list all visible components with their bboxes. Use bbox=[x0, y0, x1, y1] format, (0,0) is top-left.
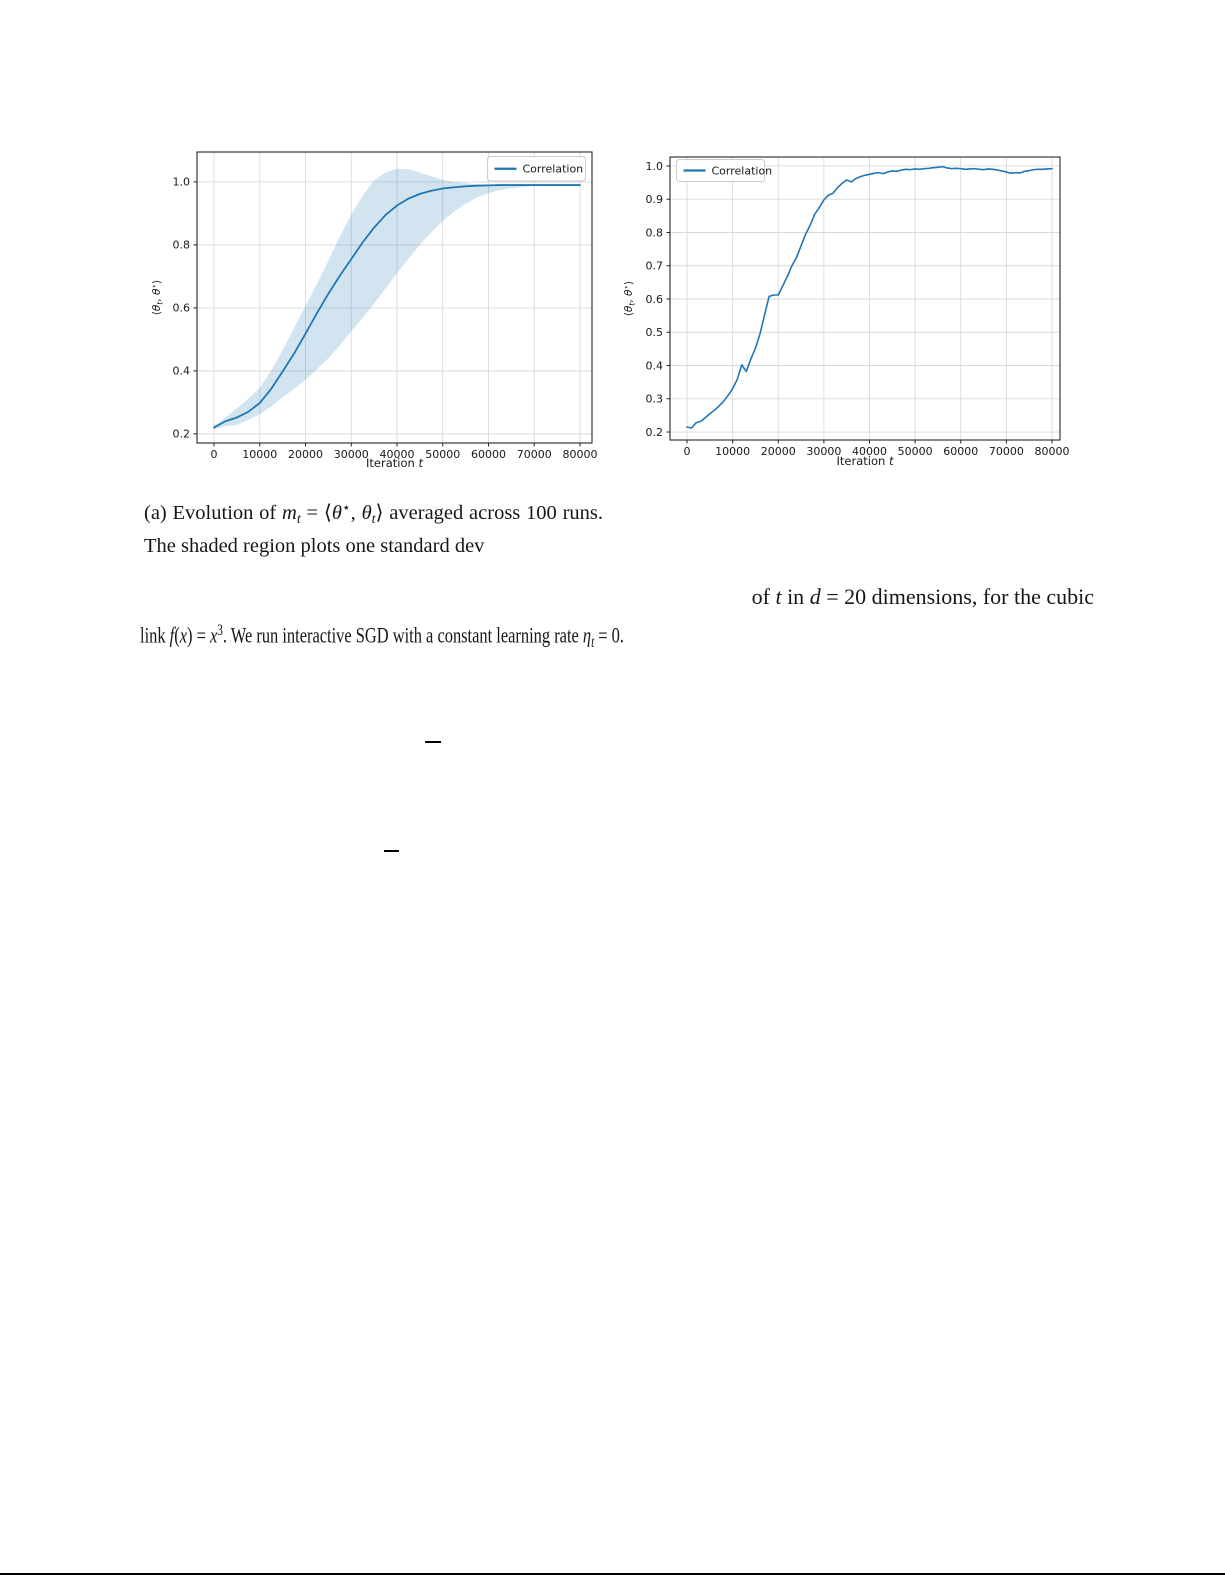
svg-text:50000: 50000 bbox=[898, 445, 933, 458]
svg-text:0.8: 0.8 bbox=[173, 239, 191, 252]
svg-text:10000: 10000 bbox=[715, 445, 750, 458]
svg-text:0.6: 0.6 bbox=[173, 302, 191, 315]
svg-text:0.3: 0.3 bbox=[646, 393, 664, 406]
svg-text:30000: 30000 bbox=[334, 448, 369, 461]
svg-text:0.4: 0.4 bbox=[646, 359, 664, 372]
svg-text:40000: 40000 bbox=[380, 448, 415, 461]
svg-text:70000: 70000 bbox=[517, 448, 552, 461]
svg-text:60000: 60000 bbox=[943, 445, 978, 458]
svg-text:0: 0 bbox=[683, 445, 690, 458]
svg-text:60000: 60000 bbox=[471, 448, 506, 461]
svg-text:1.0: 1.0 bbox=[173, 176, 191, 189]
svg-text:70000: 70000 bbox=[989, 445, 1024, 458]
body-text-line-2: link f(x) = x3. We run interactive SGD w… bbox=[140, 622, 624, 651]
svg-text:30000: 30000 bbox=[806, 445, 841, 458]
svg-text:0.8: 0.8 bbox=[646, 226, 664, 239]
svg-text:⟨θt, θ⋆⟩: ⟨θt, θ⋆⟩ bbox=[621, 281, 636, 316]
svg-text:Iteration t: Iteration t bbox=[366, 456, 423, 470]
svg-text:0.7: 0.7 bbox=[646, 260, 664, 273]
svg-text:0.6: 0.6 bbox=[646, 293, 664, 306]
svg-text:10000: 10000 bbox=[242, 448, 277, 461]
figure-charts: 0 10000 20000 30000 40000 50000 60000 70000 8000… bbox=[149, 151, 1070, 470]
figure-caption-a: (a) Evolution of mt = ⟨θ⋆, θt⟩ averaged … bbox=[144, 501, 604, 557]
page-bottom-rule bbox=[0, 1573, 1225, 1575]
left-correlation-chart: 0 10000 20000 30000 40000 50000 60000 70000 8000… bbox=[149, 151, 597, 470]
svg-text:80000: 80000 bbox=[562, 448, 597, 461]
math-fragment-dash-2 bbox=[384, 850, 399, 852]
svg-text:20000: 20000 bbox=[761, 445, 796, 458]
svg-text:0.2: 0.2 bbox=[646, 426, 664, 439]
svg-text:Iteration t: Iteration t bbox=[837, 454, 894, 468]
svg-text:20000: 20000 bbox=[288, 448, 323, 461]
svg-text:0.4: 0.4 bbox=[173, 365, 191, 378]
math-fragment-dash-1 bbox=[425, 741, 441, 743]
svg-text:0.9: 0.9 bbox=[646, 193, 664, 206]
svg-text:80000: 80000 bbox=[1035, 445, 1070, 458]
svg-text:40000: 40000 bbox=[852, 445, 887, 458]
svg-text:Correlation: Correlation bbox=[523, 163, 584, 176]
body-text-line-1: of t in d = 20 dimensions, for the cubic bbox=[751, 584, 1094, 609]
svg-text:0.2: 0.2 bbox=[173, 428, 191, 441]
right-correlation-chart: 0 10000 20000 30000 40000 50000 60000 70000 8000… bbox=[621, 156, 1070, 468]
svg-text:⟨θt, θ⋆⟩: ⟨θt, θ⋆⟩ bbox=[149, 280, 164, 315]
svg-text:0.5: 0.5 bbox=[646, 326, 664, 339]
svg-text:0: 0 bbox=[211, 448, 218, 461]
svg-text:Correlation: Correlation bbox=[712, 164, 773, 177]
svg-text:1.0: 1.0 bbox=[646, 160, 664, 173]
svg-text:50000: 50000 bbox=[425, 448, 460, 461]
